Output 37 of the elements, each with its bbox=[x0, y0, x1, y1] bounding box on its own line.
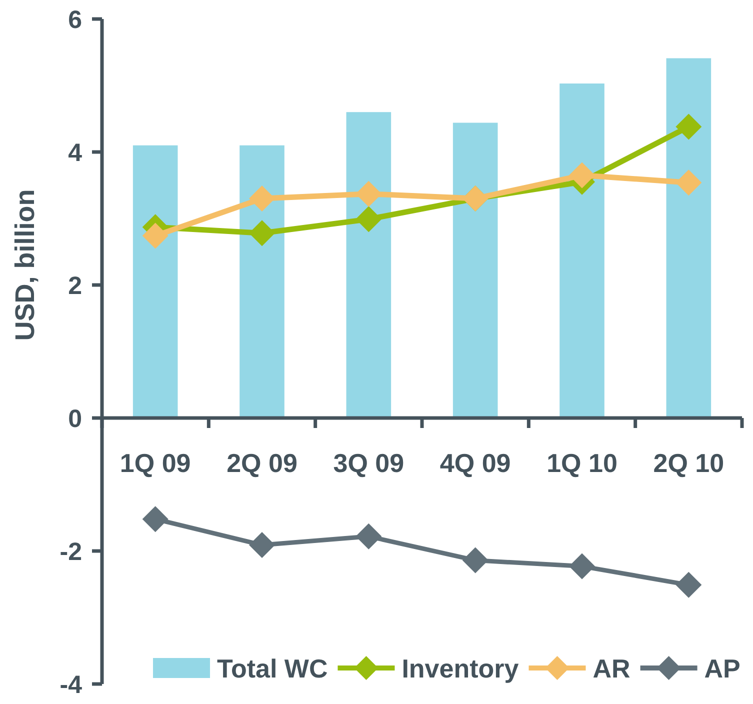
point bbox=[462, 547, 488, 574]
point bbox=[676, 572, 702, 598]
point bbox=[249, 186, 275, 212]
point bbox=[356, 206, 382, 232]
point bbox=[676, 114, 702, 140]
point bbox=[142, 222, 168, 249]
point bbox=[569, 162, 595, 188]
y-tick-label: 0 bbox=[68, 405, 82, 433]
y-tick-label: -4 bbox=[60, 671, 82, 699]
bar bbox=[346, 112, 392, 418]
legend-label: AP bbox=[704, 654, 740, 684]
bar bbox=[666, 58, 712, 418]
legend-label: Inventory bbox=[402, 654, 520, 684]
bar bbox=[560, 84, 604, 418]
x-tick-label: 2Q 10 bbox=[653, 448, 724, 478]
point bbox=[142, 506, 168, 532]
y-tick-label: 4 bbox=[68, 139, 82, 167]
x-tick-label: 1Q 10 bbox=[546, 448, 618, 478]
x-tick-label: 2Q 09 bbox=[226, 448, 298, 478]
x-tick-label: 1Q 09 bbox=[120, 448, 191, 478]
y-tick-label: -2 bbox=[60, 538, 82, 566]
legend-label: Total WC bbox=[217, 654, 328, 684]
point bbox=[356, 180, 382, 207]
point bbox=[356, 523, 382, 550]
x-tick-label: 3Q 09 bbox=[333, 448, 404, 478]
bar bbox=[452, 122, 498, 418]
y-axis-title: USD, billion bbox=[10, 189, 40, 341]
legend-label: AR bbox=[592, 654, 631, 684]
point bbox=[569, 553, 595, 580]
point bbox=[249, 220, 275, 246]
y-tick-label: 2 bbox=[68, 272, 82, 300]
bar bbox=[132, 145, 178, 418]
point bbox=[249, 532, 275, 558]
point bbox=[676, 170, 702, 196]
bar bbox=[240, 145, 284, 418]
y-tick-label: 6 bbox=[68, 6, 82, 34]
x-tick-label: 4Q 09 bbox=[440, 448, 511, 478]
